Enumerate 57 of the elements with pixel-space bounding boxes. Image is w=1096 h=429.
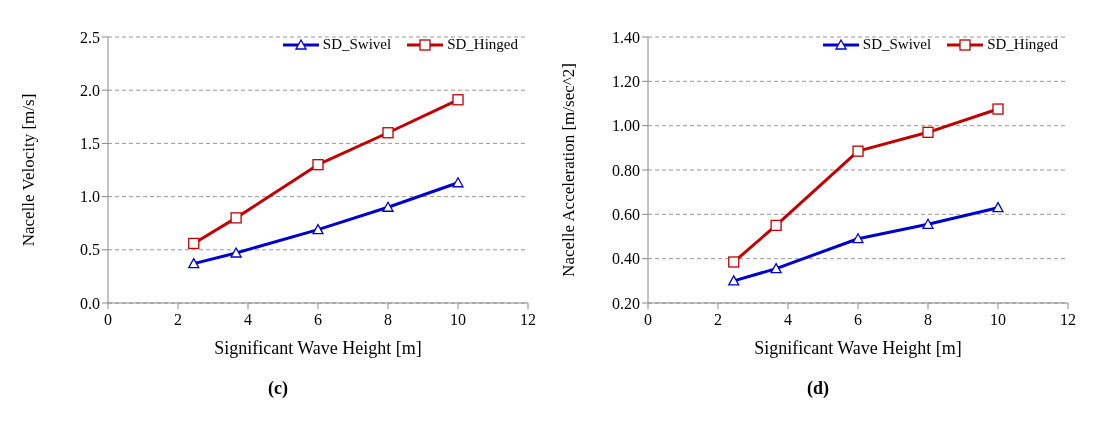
point: [992, 103, 1004, 115]
point: [728, 275, 740, 286]
x-tick-label: 2: [714, 311, 722, 328]
point: [312, 223, 324, 235]
y-axis-title: Nacelle Velocity [m/s]: [19, 93, 39, 247]
x-tick-label: 12: [520, 311, 536, 328]
y-axis-title: Nacelle Acceleration [m/sec^2]: [559, 63, 579, 277]
x-axis-title: Significant Wave Height [m]: [214, 338, 422, 358]
point: [770, 219, 782, 232]
text: (c): [267, 378, 289, 399]
x-tick-label: 12: [1060, 311, 1076, 328]
point: [922, 126, 934, 138]
point: [188, 237, 200, 250]
point: [230, 212, 242, 224]
y-tick-label: 0.5: [80, 241, 100, 259]
y-tick-label: 2.5: [80, 28, 100, 46]
x-tick-label: 4: [784, 311, 792, 328]
y-tick-label: 2.0: [80, 81, 100, 99]
x-tick-label: 4: [244, 311, 252, 328]
y-tick-label: 0.40: [612, 250, 640, 268]
y-tick-label: 0.20: [612, 294, 640, 312]
x-tick-label: 10: [450, 311, 466, 328]
x-tick-label: 8: [924, 311, 932, 328]
x-tick-label: 0: [644, 311, 652, 328]
y-tick-label: 1.40: [612, 28, 640, 46]
point: [852, 145, 864, 157]
point: [992, 202, 1004, 213]
x-tick-label: 2: [174, 311, 182, 328]
point: [452, 177, 464, 188]
point: [852, 233, 864, 244]
point: [922, 218, 934, 229]
y-tick-label: 0.60: [612, 206, 640, 224]
point: [728, 256, 740, 268]
y-tick-label: 1.00: [612, 117, 640, 135]
point: [452, 94, 464, 106]
y-tick-label: 1.5: [80, 135, 100, 153]
y-tick-label: 0.80: [612, 161, 640, 179]
legend-label: SD_Swivel: [862, 36, 932, 53]
x-tick-label: 10: [990, 311, 1006, 328]
text: (d): [806, 378, 830, 399]
point: [382, 127, 394, 139]
point: [382, 201, 394, 212]
y-tick-label: 0.0: [80, 294, 100, 312]
x-axis-title: Significant Wave Height [m]: [754, 338, 962, 358]
x-tick-label: 8: [384, 311, 392, 328]
point: [312, 159, 324, 171]
x-tick-label: 6: [314, 311, 322, 328]
point: [770, 262, 782, 274]
y-tick-label: 1.20: [612, 73, 640, 91]
legend-label: SD_Hinged: [447, 36, 518, 53]
x-tick-label: 0: [104, 311, 112, 328]
legend-label: SD_Swivel: [322, 36, 392, 53]
point: [188, 257, 200, 269]
y-tick-label: 1.0: [80, 188, 100, 206]
legend-label: SD_Hinged: [987, 36, 1058, 53]
x-tick-label: 6: [854, 311, 862, 328]
point: [230, 247, 242, 258]
